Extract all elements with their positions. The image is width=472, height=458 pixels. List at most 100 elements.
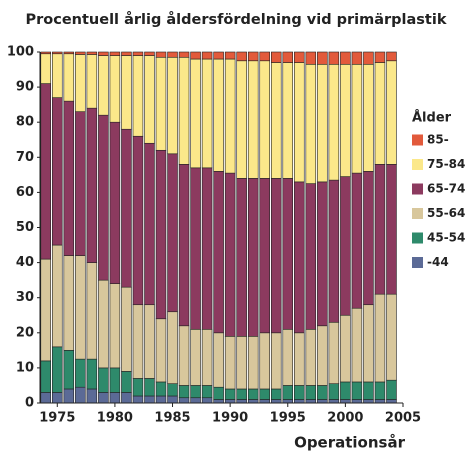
bar-segment bbox=[63, 51, 75, 55]
bar-segment bbox=[247, 60, 259, 179]
bar-segment bbox=[328, 321, 340, 384]
bar-segment bbox=[236, 399, 247, 404]
y-tick-label: 30 bbox=[16, 290, 34, 305]
bar-segment bbox=[52, 53, 63, 98]
bar-segment bbox=[340, 63, 351, 177]
legend-label: 65-74 bbox=[427, 182, 465, 196]
bar-segment bbox=[328, 399, 340, 404]
bar-segment bbox=[351, 381, 363, 400]
bar-segment bbox=[109, 283, 121, 369]
bar-segment bbox=[155, 51, 167, 58]
bar-segment bbox=[109, 51, 121, 56]
bar-segment bbox=[259, 51, 270, 62]
bar-segment bbox=[363, 304, 374, 383]
bar-segment bbox=[75, 358, 86, 388]
bar-segment bbox=[340, 176, 351, 316]
bar-segment bbox=[86, 54, 98, 109]
bar-segment bbox=[386, 293, 397, 381]
bar-segment bbox=[109, 392, 121, 404]
y-tick-label: 90 bbox=[16, 80, 34, 95]
bar-segment bbox=[236, 60, 247, 179]
bar-segment bbox=[63, 388, 75, 404]
legend-swatch bbox=[412, 257, 423, 268]
bar-segment bbox=[270, 388, 282, 400]
bar-segment bbox=[247, 51, 259, 62]
bar-segment bbox=[167, 383, 178, 397]
bar-segment bbox=[144, 378, 155, 397]
bar-segment bbox=[386, 164, 397, 295]
bar-segment bbox=[121, 392, 132, 404]
bar-segment bbox=[132, 395, 144, 404]
bar-segment bbox=[40, 360, 52, 393]
x-tick-label: 1985 bbox=[154, 411, 190, 426]
bar-segment bbox=[190, 58, 201, 169]
bar-segment bbox=[98, 114, 109, 281]
bar-segment bbox=[259, 399, 270, 404]
bar-segment bbox=[236, 178, 247, 337]
bar-segment bbox=[328, 383, 340, 400]
bar-segment bbox=[282, 51, 294, 63]
bar-segment bbox=[40, 392, 52, 404]
bar-segment bbox=[340, 51, 351, 65]
bar-segment bbox=[40, 258, 52, 362]
bar-segment bbox=[282, 385, 294, 400]
bar-segment bbox=[201, 328, 213, 386]
bar-segment bbox=[132, 55, 144, 137]
y-tick-label: 20 bbox=[16, 325, 34, 340]
bar-segment bbox=[201, 397, 213, 404]
legend-label: 55-64 bbox=[427, 206, 465, 220]
bar-segment bbox=[270, 332, 282, 390]
bar-segment bbox=[236, 336, 247, 390]
bar-segment bbox=[75, 51, 86, 55]
bar-segment bbox=[374, 51, 386, 63]
bar-segment bbox=[178, 56, 190, 165]
bar-segment bbox=[132, 304, 144, 379]
bar-segment bbox=[98, 279, 109, 369]
bar-segment bbox=[132, 378, 144, 397]
bar-segment bbox=[351, 307, 363, 383]
bar-segment bbox=[247, 178, 259, 337]
bar-segment bbox=[270, 51, 282, 63]
x-tick-label: 1990 bbox=[212, 411, 248, 426]
bar-segment bbox=[224, 172, 236, 337]
bar-segment bbox=[190, 385, 201, 399]
bar-segment bbox=[167, 56, 178, 155]
bar-segment bbox=[294, 385, 305, 400]
bar-segment bbox=[40, 83, 52, 260]
bar-segment bbox=[317, 385, 328, 400]
y-tick-label: 60 bbox=[16, 185, 34, 200]
bar-segment bbox=[86, 107, 98, 263]
bar-segment bbox=[155, 149, 167, 320]
bar-segment bbox=[224, 51, 236, 60]
bar-segment bbox=[121, 286, 132, 372]
bar-segment bbox=[190, 397, 201, 404]
bar-segment bbox=[155, 381, 167, 397]
bar-segment bbox=[363, 399, 374, 404]
bar-segment bbox=[132, 51, 144, 56]
y-tick-label: 80 bbox=[16, 115, 34, 130]
bar-segment bbox=[374, 293, 386, 383]
bar-segment bbox=[52, 244, 63, 348]
bar-segment bbox=[98, 367, 109, 393]
bar-segment bbox=[40, 51, 52, 55]
legend-swatch bbox=[412, 183, 423, 195]
bar-segment bbox=[363, 381, 374, 400]
bar-segment bbox=[167, 51, 178, 58]
bar-segment bbox=[386, 379, 397, 400]
legend-title: Ålder bbox=[412, 110, 452, 126]
x-tick-label: 1975 bbox=[39, 411, 75, 426]
bar-segment bbox=[213, 399, 224, 404]
legend-swatch bbox=[412, 159, 423, 170]
bar-segment bbox=[305, 183, 317, 330]
bar-segment bbox=[52, 392, 63, 404]
bar-segment bbox=[294, 399, 305, 404]
bar-segment bbox=[363, 171, 374, 306]
bar-segment bbox=[190, 328, 201, 386]
bar-segment bbox=[178, 385, 190, 399]
bar-segment bbox=[86, 262, 98, 360]
bar-segment bbox=[374, 381, 386, 400]
bar-segment bbox=[294, 51, 305, 63]
bar-segment bbox=[247, 336, 259, 390]
bar-segment bbox=[98, 55, 109, 116]
